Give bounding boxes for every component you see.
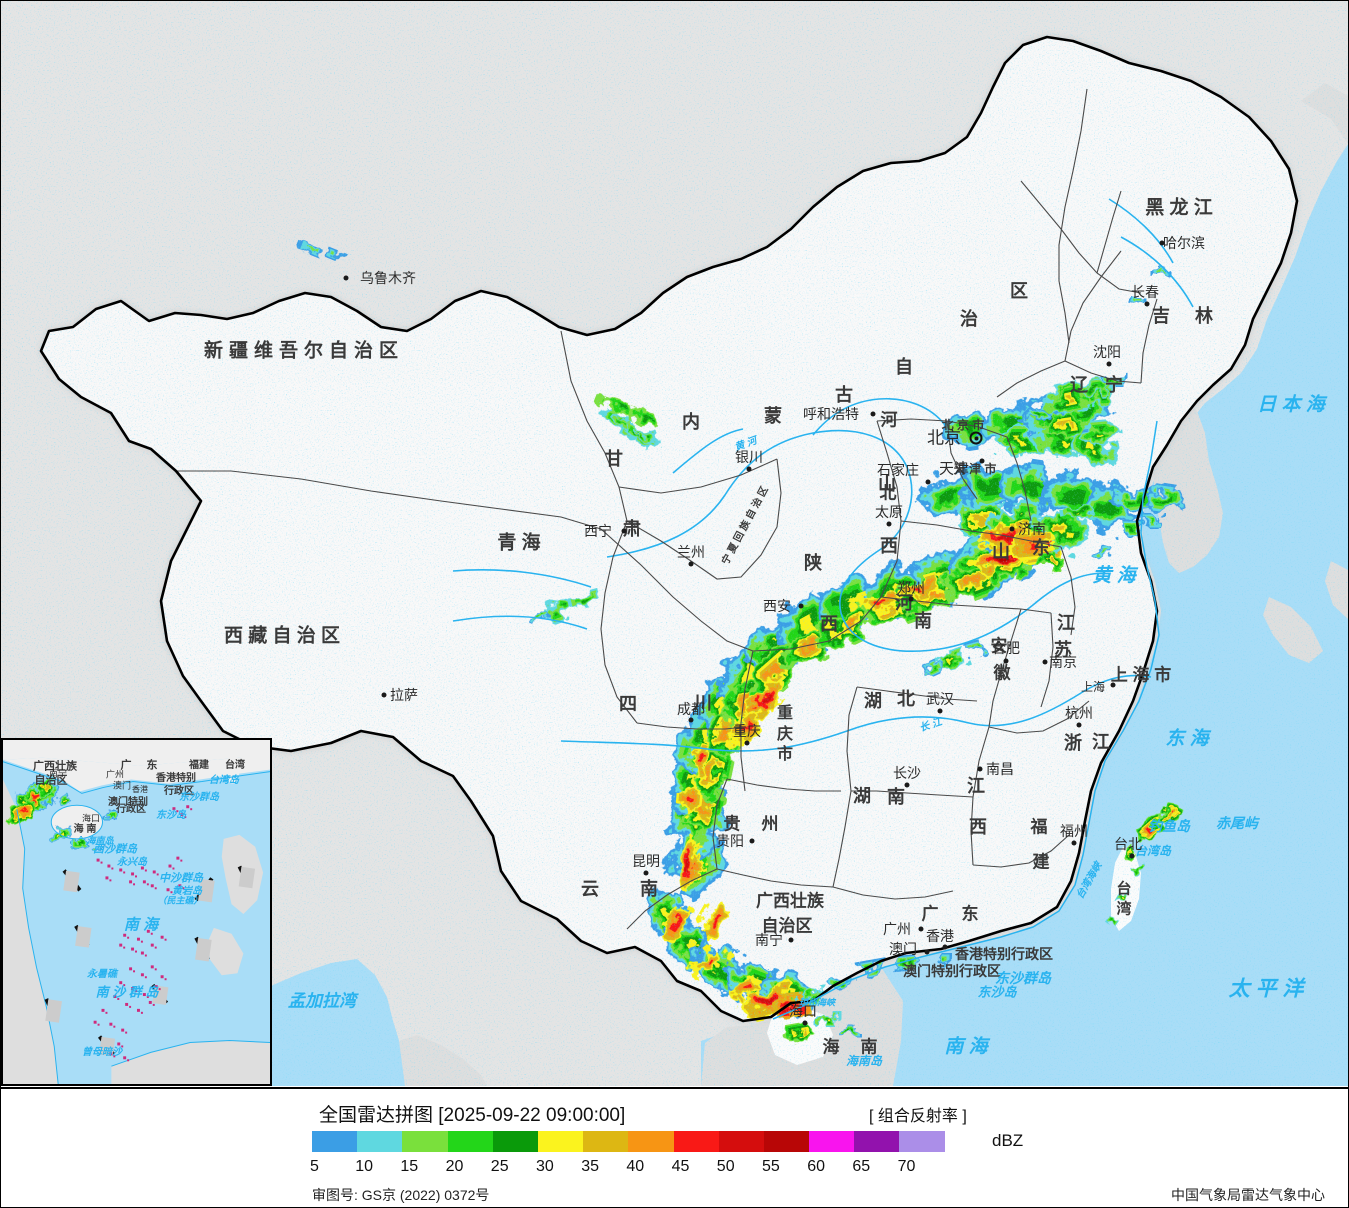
legend-product-mode: [ 组合反射率 ] xyxy=(869,1108,967,1125)
colorbar-tick: 35 xyxy=(581,1158,599,1175)
city-marker xyxy=(643,870,649,876)
colorbar-tick: 30 xyxy=(536,1158,554,1175)
city-marker xyxy=(942,944,948,950)
city-marker xyxy=(746,466,752,472)
colorbar-tick: 50 xyxy=(716,1158,735,1175)
city-marker xyxy=(918,926,924,932)
city-marker xyxy=(688,717,694,723)
city-marker xyxy=(788,937,794,943)
colorbar-tick: 10 xyxy=(355,1158,373,1175)
city-marker xyxy=(977,766,983,772)
colorbar-swatch xyxy=(628,1131,674,1152)
colorbar-swatch xyxy=(809,1131,855,1152)
city-marker xyxy=(1076,722,1082,728)
city-marker xyxy=(979,458,985,464)
dbz-colorbar xyxy=(312,1131,945,1152)
colorbar-swatch xyxy=(447,1131,493,1152)
colorbar-swatch xyxy=(537,1131,584,1152)
city-marker xyxy=(924,949,930,955)
city-marker xyxy=(925,479,931,485)
colorbar-swatch xyxy=(583,1131,629,1152)
colorbar-tick: 60 xyxy=(807,1158,825,1175)
city-marker xyxy=(870,411,876,417)
dbz-unit-label: dBZ xyxy=(992,1131,1024,1150)
city-marker xyxy=(798,603,804,609)
city-marker xyxy=(1110,682,1116,688)
coastline-layer xyxy=(772,420,1160,1020)
inset-nine-dash-line xyxy=(44,865,256,1057)
south-china-sea-inset[interactable]: 广西壮族 自治区广东福建 台湾 南宁 广州 香港特别 行政区 台湾岛 澳门 香港 澳门特别 行政区 东沙… xyxy=(1,738,272,1086)
city-marker xyxy=(1009,526,1015,532)
city-marker xyxy=(744,740,750,746)
colorbar-tick: 40 xyxy=(626,1158,645,1175)
colorbar-swatch xyxy=(673,1131,719,1152)
city-marker xyxy=(1129,853,1135,859)
city-marker xyxy=(1159,240,1165,246)
colorbar-tick: 65 xyxy=(852,1158,871,1175)
map-canvas[interactable]: 新疆维吾尔自治区西 藏 自 治 区青 海甘肃内蒙古自治区宁 夏 回 族 自 治 … xyxy=(1,1,1348,1086)
province-border-layer xyxy=(177,88,1158,930)
colorbar-tick: 45 xyxy=(671,1158,690,1175)
city-marker xyxy=(886,521,892,527)
agency-credit: 中国气象局雷达气象中心 xyxy=(1171,1187,1325,1203)
capital-marker xyxy=(969,431,983,445)
map-approval-number: 审图号: GS京 (2022) 0372号 xyxy=(312,1187,490,1203)
colorbar-swatch xyxy=(899,1131,945,1152)
colorbar-tick: 70 xyxy=(897,1158,916,1175)
city-marker xyxy=(802,1020,808,1026)
legend-panel: 全国雷达拼图 [2025-09-22 09:00:00] [ 组合反射率 ] d… xyxy=(1,1087,1348,1207)
city-marker xyxy=(1144,301,1150,307)
city-marker xyxy=(749,838,755,844)
city-marker xyxy=(1071,840,1077,846)
colorbar-swatch xyxy=(854,1131,900,1152)
colorbar-swatch xyxy=(402,1131,448,1152)
colorbar-swatch xyxy=(492,1131,538,1152)
colorbar-tick: 25 xyxy=(490,1158,509,1175)
city-marker xyxy=(1042,659,1048,665)
inset-geometry xyxy=(3,740,270,1084)
inset-echo xyxy=(9,778,119,851)
inset-lines xyxy=(3,761,270,1084)
colorbar-swatch xyxy=(357,1131,403,1152)
city-marker xyxy=(908,596,914,602)
inset-land xyxy=(3,740,270,1084)
inset-reefs xyxy=(93,805,193,1062)
colorbar-swatch xyxy=(718,1131,764,1152)
city-marker xyxy=(904,782,910,788)
city-marker xyxy=(381,692,387,698)
colorbar-swatch xyxy=(312,1131,358,1152)
city-marker xyxy=(343,275,349,281)
colorbar-tick: 5 xyxy=(310,1158,319,1175)
city-marker xyxy=(688,561,694,567)
river-layer xyxy=(452,198,1194,752)
colorbar-tick: 15 xyxy=(400,1158,419,1175)
city-marker xyxy=(937,708,943,714)
city-marker xyxy=(1003,658,1009,664)
colorbar-tick: 55 xyxy=(762,1158,780,1175)
city-marker xyxy=(1106,361,1112,367)
colorbar-tick: 20 xyxy=(445,1158,464,1175)
city-marker xyxy=(621,528,627,534)
legend-title: 全国雷达拼图 [2025-09-22 09:00:00] xyxy=(319,1105,626,1126)
colorbar-swatch xyxy=(763,1131,810,1152)
